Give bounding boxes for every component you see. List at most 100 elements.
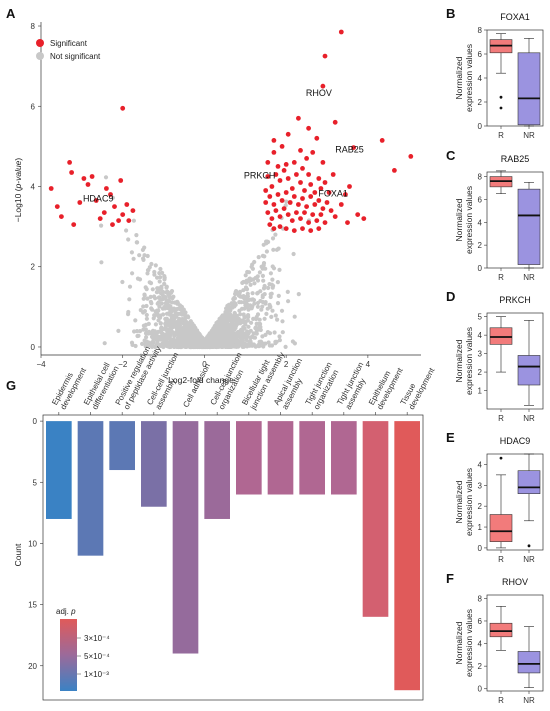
bar-1 [46, 421, 72, 519]
not-significant-point [133, 318, 138, 323]
significant-point [67, 160, 72, 165]
bar-8 [267, 421, 294, 495]
boxplot-foxa1: FOXA1 0 2 4 6 8 Normalizedexpression values R NR [454, 12, 544, 140]
not-significant-point [255, 300, 260, 306]
not-significant-point [271, 247, 276, 252]
significant-point [59, 214, 64, 220]
not-significant-point [225, 336, 230, 342]
not-significant-point [188, 326, 193, 331]
bar-frame [42, 414, 424, 701]
significant-points [48, 29, 414, 234]
significant-point [118, 178, 124, 183]
boxplot-x-label-r: R [498, 414, 504, 423]
significant-point [281, 206, 287, 212]
gene-label-prkch: PRKCH [244, 170, 276, 180]
not-significant-point [223, 317, 229, 322]
significant-point [308, 228, 314, 234]
not-significant-point [275, 301, 281, 306]
significant-point [310, 212, 316, 218]
boxplot-y-axis-title: Normalizedexpression values [454, 186, 474, 254]
boxplot-y-tick-label: 2 [478, 502, 483, 511]
not-significant-point [168, 312, 173, 317]
not-significant-point [220, 313, 225, 318]
not-significant-point [267, 331, 273, 336]
significant-point [294, 172, 299, 177]
boxplot-y-axis-title: Normalizedexpression values [454, 44, 474, 112]
boxplot-y-tick-label: 4 [478, 74, 483, 83]
not-significant-point [262, 316, 267, 321]
significant-point [265, 160, 271, 165]
boxplot-hdac9: HDAC9 0 1 2 3 4 Normalizedexpression values R NR [454, 436, 544, 564]
not-significant-point [224, 328, 229, 333]
significant-point [291, 160, 297, 165]
panel-letter-c: C [446, 148, 456, 163]
not-significant-point [136, 333, 141, 338]
significant-point [304, 204, 309, 210]
not-significant-point [142, 253, 147, 258]
not-significant-point [215, 344, 220, 349]
bar-9 [299, 421, 325, 495]
significant-point [285, 212, 291, 218]
boxplot-box-r [489, 622, 513, 638]
significant-point [277, 214, 283, 220]
not-significant-point [149, 306, 154, 311]
not-significant-point [155, 339, 160, 344]
not-significant-point [191, 323, 196, 328]
boxplot-y-tick-label: 1 [478, 523, 483, 532]
significant-point [54, 204, 60, 210]
not-significant-point [270, 308, 275, 313]
significant-point [126, 218, 132, 224]
not-significant-point [166, 334, 171, 340]
gene-label-rab25: RAB25 [335, 144, 364, 154]
boxplot-box-r [489, 327, 513, 345]
not-significant-point [116, 328, 121, 333]
significant-point [322, 180, 328, 185]
not-significant-point [275, 280, 280, 285]
boxplot-x-label-r: R [498, 273, 504, 282]
not-significant-point [157, 304, 162, 309]
not-significant-point [196, 338, 201, 343]
not-significant-point [131, 256, 136, 261]
boxplot-prkch: PRKCH 1 2 3 4 5 Normalizedexpression values R NR [454, 295, 544, 423]
not-significant-point [182, 336, 187, 341]
volcano-axes: −4 −2 0 2 4 0 2 4 6 8 [31, 22, 421, 369]
not-significant-point [237, 300, 242, 305]
not-significant-point [169, 341, 174, 346]
not-significant-point [277, 334, 282, 339]
not-significant-point [143, 344, 148, 349]
boxplot-box-r [489, 514, 513, 542]
not-significant-point [177, 325, 182, 330]
not-significant-point [185, 327, 190, 332]
not-significant-point [286, 299, 291, 304]
boxplot-box-nr [517, 52, 541, 126]
not-significant-point [264, 311, 269, 316]
not-significant-point [157, 271, 162, 276]
significant-point [351, 145, 356, 151]
volcano-x-axis-title: Log2-fold change [168, 375, 234, 385]
not-significant-point [127, 284, 133, 289]
not-significant-point [262, 292, 267, 297]
volcano-x-tick-label: 4 [366, 360, 371, 369]
not-significant-point [251, 331, 256, 336]
not-significant-point [124, 228, 129, 233]
not-significant-point [271, 283, 276, 288]
boxplot-title: FOXA1 [500, 12, 530, 22]
not-significant-point [262, 283, 267, 289]
not-significant-point [242, 306, 247, 311]
not-significant-point [258, 339, 264, 344]
boxplot-y-tick-label: 6 [478, 50, 483, 59]
not-significant-point [153, 322, 158, 327]
not-significant-point [170, 315, 175, 320]
not-significant-point [182, 341, 187, 346]
panel-letter-e: E [446, 430, 455, 445]
significant-point [355, 212, 361, 218]
not-significant-point [250, 266, 255, 271]
significant-point [289, 186, 295, 191]
significant-point [324, 200, 330, 205]
not-significant-point [161, 337, 166, 342]
volcano-x-tick-label: 0 [202, 360, 207, 369]
significant-point [116, 218, 121, 224]
not-significant-point [142, 309, 147, 314]
not-significant-point [151, 340, 156, 345]
significant-point [93, 198, 99, 203]
